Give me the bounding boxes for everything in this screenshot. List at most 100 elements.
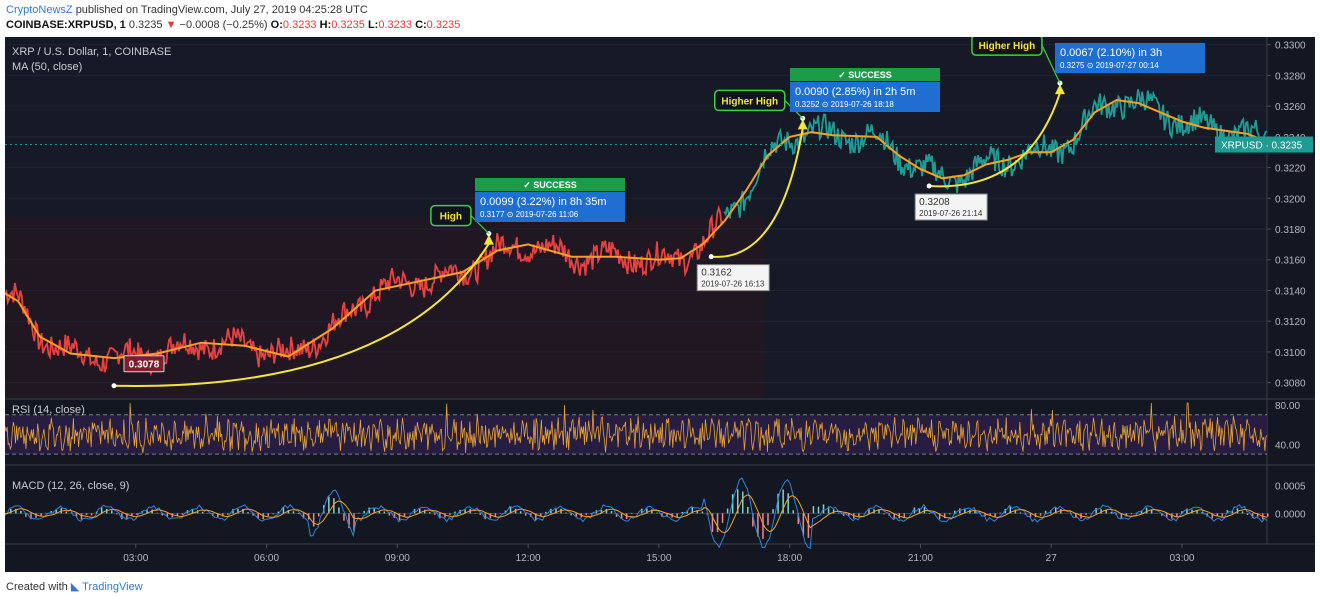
- macd-histogram-bar: [1221, 513, 1224, 517]
- macd-histogram-bar: [100, 507, 103, 514]
- open-value: 0.3233: [282, 19, 317, 31]
- rsi-tick-label: 40.00: [1275, 440, 1300, 451]
- y-tick-label: 0.3300: [1275, 41, 1306, 52]
- macd-histogram-bar: [136, 513, 138, 515]
- macd-histogram-bar: [878, 509, 880, 514]
- macd-histogram-bar: [111, 510, 113, 514]
- last-price: 0.3235: [128, 19, 163, 31]
- macd-histogram-bar: [217, 513, 219, 518]
- macd-histogram-bar: [736, 489, 739, 514]
- macd-histogram-bar: [550, 508, 552, 514]
- macd-histogram-bar: [1166, 513, 1168, 518]
- success-badge: [475, 178, 625, 191]
- measurement-change: 0.0090 (2.85%) in 2h 5m: [795, 86, 915, 98]
- tradingview-link[interactable]: TradingView: [82, 581, 143, 593]
- publish-line: CryptoNewsZ published on TradingView.com…: [6, 3, 460, 18]
- y-tick-label: 0.3140: [1275, 286, 1306, 297]
- macd-histogram-bar: [600, 510, 603, 514]
- macd-histogram-bar: [716, 513, 719, 533]
- macd-histogram-bar: [747, 506, 749, 514]
- macd-histogram-bar: [70, 512, 73, 514]
- macd-histogram-bar: [1135, 512, 1138, 514]
- measurement-box: [1055, 43, 1205, 73]
- macd-histogram-bar: [954, 510, 956, 514]
- macd-histogram-bar: [176, 513, 179, 516]
- low-price-label: [123, 355, 165, 373]
- chart-panel[interactable]: 0.33000.32800.32600.32400.32200.32000.31…: [5, 37, 1315, 572]
- macd-histogram-bar: [757, 513, 759, 537]
- macd-histogram-bar: [565, 512, 567, 514]
- trend-arrow: [929, 92, 1061, 188]
- last-price-tag: [1215, 136, 1313, 153]
- macd-histogram-bar: [25, 513, 27, 517]
- macd-histogram-bar: [1267, 513, 1269, 517]
- macd-histogram-bar: [393, 513, 396, 519]
- price-chart[interactable]: 0.33000.32800.32600.32400.32200.32000.31…: [5, 37, 1315, 572]
- created-with-text: Created with: [6, 581, 68, 593]
- macd-histogram-bar: [832, 509, 835, 514]
- macd-histogram-bar: [20, 510, 22, 514]
- macd-histogram-bar: [126, 513, 128, 519]
- macd-histogram-bar: [146, 510, 148, 514]
- macd-histogram-bar: [585, 513, 588, 515]
- macd-histogram-bar: [989, 513, 991, 516]
- publisher-link[interactable]: CryptoNewsZ: [6, 4, 73, 16]
- x-tick-label: 15:00: [646, 553, 671, 564]
- macd-histogram-bar: [242, 508, 244, 514]
- down-arrow-icon: ▼: [165, 19, 177, 31]
- close-label: C:: [415, 19, 427, 31]
- macd-histogram-bar: [65, 511, 68, 514]
- macd-histogram-bar: [423, 509, 426, 514]
- trend-arrowhead: [797, 119, 808, 130]
- macd-histogram-bar: [590, 513, 593, 515]
- macd-histogram-bar: [368, 507, 370, 514]
- macd-histogram-bar: [418, 508, 421, 514]
- macd-histogram-bar: [535, 513, 537, 521]
- macd-histogram-bar: [509, 506, 512, 514]
- macd-histogram-bar: [297, 513, 300, 515]
- macd-histogram-bar: [923, 507, 926, 514]
- swing-low-point: [111, 383, 117, 389]
- price-shading: [5, 217, 765, 398]
- macd-histogram-bar: [10, 508, 12, 514]
- high-value: 0.3235: [331, 19, 365, 31]
- macd-histogram-bar: [676, 513, 678, 518]
- macd-histogram-bar: [696, 510, 699, 514]
- macd-histogram-bar: [742, 491, 744, 514]
- macd-histogram-bar: [1009, 506, 1012, 514]
- macd-histogram-bar: [610, 511, 613, 514]
- macd-histogram-bar: [959, 508, 961, 514]
- macd-histogram-bar: [802, 513, 805, 536]
- macd-histogram-bar: [691, 507, 694, 514]
- macd-histogram-bar: [883, 513, 885, 515]
- macd-histogram-bar: [181, 513, 184, 515]
- measurement-price-time: 0.3177 ⊙ 2019-07-26 11:06: [480, 210, 579, 219]
- macd-histogram-bar: [121, 513, 123, 520]
- macd-histogram-bar: [1256, 513, 1259, 517]
- macd-histogram-bar: [35, 513, 37, 518]
- macd-histogram-bar: [721, 513, 724, 523]
- macd-histogram-bar: [75, 513, 78, 517]
- macd-histogram-bar: [701, 511, 704, 514]
- measurement-box: [790, 82, 940, 112]
- macd-histogram-bar: [994, 513, 996, 518]
- low-value: 0.3233: [378, 19, 412, 31]
- macd-histogram-bar: [222, 513, 224, 517]
- macd-histogram-bar: [560, 508, 562, 514]
- macd-histogram-bar: [1201, 512, 1203, 514]
- high-label: H:: [319, 19, 332, 31]
- macd-signal-line: [5, 494, 1268, 534]
- macd-histogram-bar: [893, 513, 895, 520]
- low-price-value: 0.3208: [919, 197, 950, 208]
- macd-histogram-bar: [1231, 510, 1234, 514]
- macd-histogram-bar: [711, 513, 714, 532]
- macd-histogram-bar: [191, 509, 194, 514]
- macd-histogram-bar: [317, 513, 320, 517]
- swing-low-point: [708, 254, 714, 260]
- macd-histogram-bar: [1085, 513, 1087, 515]
- x-tick-label: 03:00: [1169, 553, 1194, 564]
- macd-histogram-bar: [1014, 509, 1017, 514]
- swing-low-point: [926, 183, 932, 189]
- macd-legend: MACD (12, 26, close, 9): [12, 480, 130, 492]
- macd-histogram-bar: [282, 507, 285, 514]
